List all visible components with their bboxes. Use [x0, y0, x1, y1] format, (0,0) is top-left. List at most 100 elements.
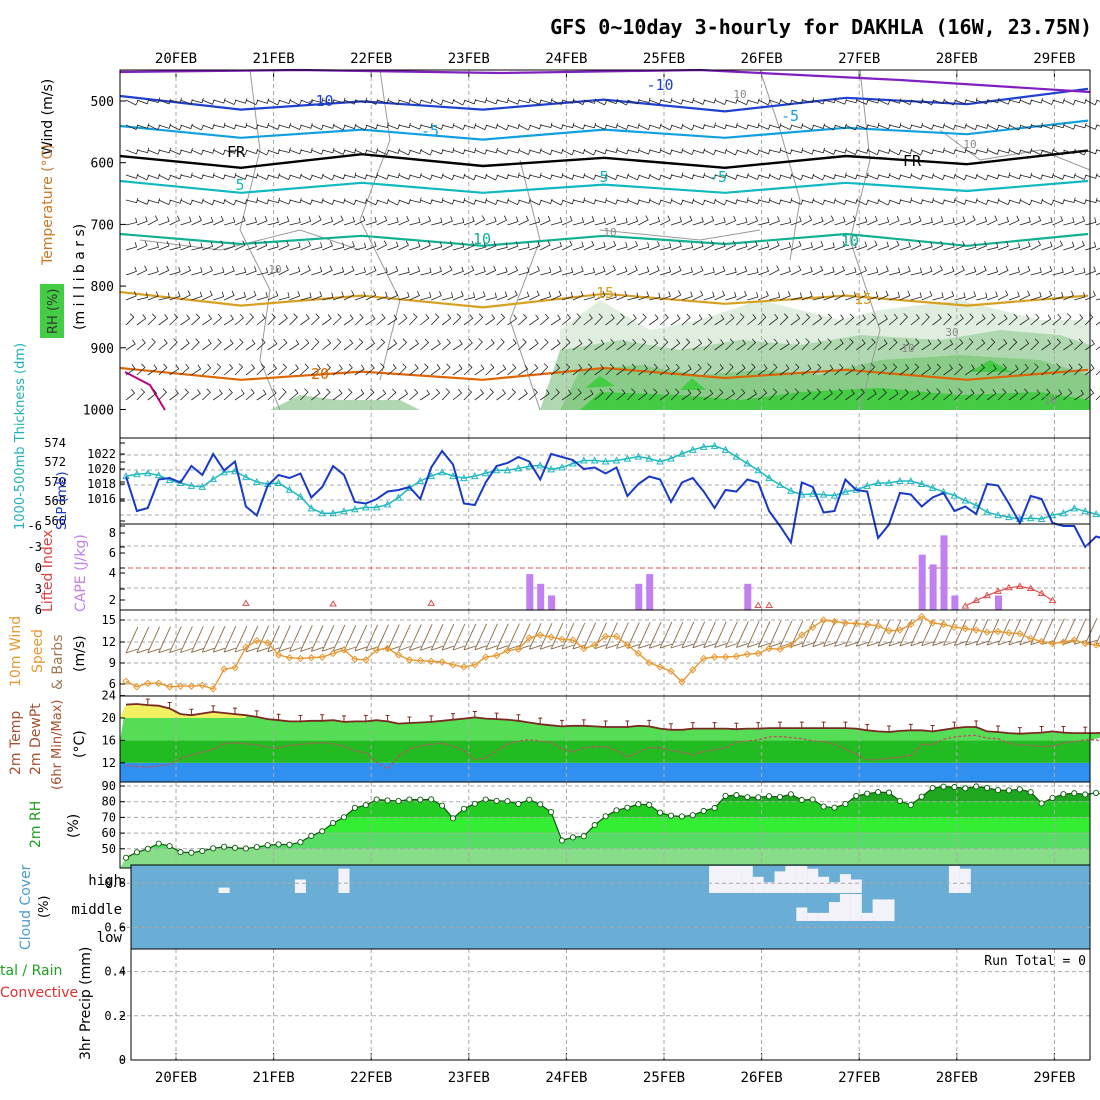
upper-wind-barb: [997, 241, 1009, 251]
upper-wind-barb: [485, 147, 498, 154]
upper-wind-barb: [627, 292, 639, 301]
rh-tick-80: 80: [102, 795, 116, 809]
upper-wind-barb: [212, 313, 223, 326]
upper-wind-barb: [1074, 389, 1085, 401]
upper-wind-barb: [823, 124, 837, 131]
upper-wind-barb: [234, 122, 248, 129]
wind-speed-point: [460, 663, 468, 671]
upper-wind-barb: [965, 313, 974, 326]
upper-wind-barb: [147, 364, 158, 376]
thickness-point: [165, 476, 174, 484]
cloud-panel-units: (%): [37, 896, 52, 919]
rh-point: [885, 789, 893, 796]
upper-wind-barb: [1008, 242, 1021, 251]
upper-wind-barb: [954, 338, 964, 351]
upper-wind-barb: [1030, 149, 1044, 156]
upper-wind-barb: [223, 388, 233, 401]
wind-speed-point: [885, 627, 893, 635]
upper-wind-barb: [877, 99, 891, 106]
upper-wind-barb: [507, 339, 517, 351]
upper-wind-barb: [790, 338, 800, 351]
upper-wind-barb: [703, 338, 713, 351]
upper-wind-barb: [692, 216, 704, 226]
thickness-point: [917, 479, 926, 487]
thickness-point: [601, 457, 610, 465]
wind-10m-barb: [746, 621, 760, 648]
upper-wind-barb: [365, 388, 375, 401]
thickness-point: [1059, 509, 1068, 517]
upper-wind-barb: [213, 215, 224, 226]
upper-wind-barb: [725, 149, 738, 156]
upper-wind-barb: [649, 147, 662, 154]
rh-point: [188, 849, 195, 856]
wind-10m-barb: [605, 622, 618, 650]
upper-wind-barb: [605, 338, 615, 351]
rh-contour-line: [599, 229, 761, 241]
rh-contour-line: [359, 69, 401, 381]
thickness-point: [296, 492, 305, 500]
upper-wind-barb: [300, 314, 310, 326]
upper-wind-barb: [1063, 241, 1075, 251]
thickness-tick-566: 566: [44, 514, 66, 528]
upper-wind-barb: [594, 388, 604, 401]
upper-wind-barb: [736, 364, 746, 376]
rh-point: [406, 796, 413, 803]
upper-wind-barb: [1063, 313, 1072, 326]
upper-wind-barb: [845, 149, 858, 156]
upper-wind-barb: [409, 124, 422, 130]
upper-wind-barb: [365, 241, 377, 251]
upper-wind-barb: [158, 216, 170, 226]
upper-wind-barb: [463, 240, 475, 251]
upper-wind-barb: [899, 197, 913, 203]
upper-wind-barb: [616, 217, 628, 226]
wind-speed-point: [253, 636, 261, 645]
upper-wind-barb: [1063, 217, 1075, 226]
wind-speed-point: [939, 620, 948, 629]
cape-bar: [635, 583, 643, 610]
upper-wind-barb: [714, 314, 725, 326]
upper-wind-barb: [649, 199, 662, 206]
upper-wind-barb: [147, 198, 161, 204]
upper-wind-barb: [267, 124, 281, 130]
wind-10m-barb: [725, 621, 738, 648]
upper-wind-barb: [343, 148, 357, 154]
upper-wind-barb: [550, 339, 561, 351]
wind-10m-barb: [953, 619, 967, 646]
upper-wind-barb: [332, 389, 343, 401]
upper-wind-barb: [1084, 388, 1095, 401]
upper-wind-barb: [256, 216, 268, 226]
upper-wind-barb: [518, 149, 531, 156]
contour-label-FR: FR: [227, 143, 246, 161]
upper-wind-barb: [322, 199, 335, 206]
upper-wind-barb: [779, 197, 793, 204]
upper-wind-barb: [1030, 363, 1039, 376]
rh-point: [569, 834, 576, 841]
upper-wind-barb: [921, 148, 935, 155]
rh-point: [755, 794, 762, 801]
upper-wind-barb: [856, 216, 868, 226]
rh-point: [1049, 794, 1056, 801]
wind-speed-point: [242, 643, 250, 651]
temp-label-dewpt: 2m DewPt: [28, 703, 44, 775]
upper-wind-barb: [256, 338, 266, 351]
wind-speed-point: [689, 666, 697, 674]
cloud-block-high: [741, 866, 753, 893]
upper-wind-barb: [409, 241, 421, 251]
thickness-point: [503, 466, 512, 474]
upper-wind-barb: [289, 149, 302, 155]
upper-wind-barb: [605, 174, 619, 181]
upper-wind-barb: [343, 388, 353, 401]
cape-tick-2: 2: [109, 593, 116, 607]
upper-wind-barb: [169, 313, 179, 326]
upper-wind-barb: [496, 291, 508, 301]
upper-wind-barb: [997, 216, 1010, 226]
upper-wind-barb: [768, 240, 780, 251]
wind-10m-barb: [223, 625, 237, 653]
wind-10m-barb: [910, 619, 924, 647]
upper-wind-barb: [594, 124, 608, 130]
upper-wind-barb: [1085, 99, 1098, 106]
upper-wind-barb: [768, 338, 778, 351]
upper-wind-barb: [932, 388, 941, 401]
